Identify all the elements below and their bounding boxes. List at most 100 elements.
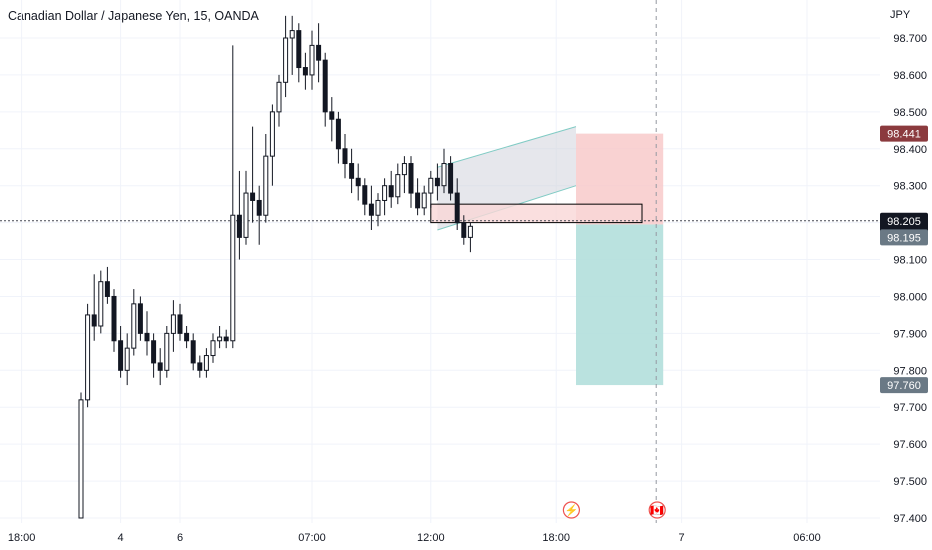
candle-body[interactable] [78, 399, 84, 519]
candle-body[interactable] [289, 30, 295, 39]
candle-body[interactable] [203, 355, 209, 371]
candle-body[interactable] [157, 362, 163, 371]
candle-body[interactable] [401, 163, 407, 176]
price-tag-label: 98.195 [887, 232, 921, 244]
y-tick-label: 98.700 [893, 33, 927, 45]
candle-body[interactable] [170, 314, 176, 334]
candle-body[interactable] [250, 192, 256, 201]
candle-body[interactable] [421, 192, 427, 209]
candle-body[interactable] [375, 199, 381, 216]
candle-body[interactable] [269, 111, 275, 157]
candle-body[interactable] [395, 174, 401, 198]
x-tick-label: 18:00 [8, 532, 36, 544]
candle-body[interactable] [151, 340, 157, 364]
candle-body[interactable] [448, 163, 454, 194]
candle-body[interactable] [408, 163, 414, 194]
candle-body[interactable] [342, 148, 348, 165]
y-tick-label: 98.300 [893, 181, 927, 193]
x-tick-label: 06:00 [793, 532, 821, 544]
time-axis[interactable] [0, 523, 880, 550]
price-tag-label: 98.205 [887, 216, 921, 228]
y-tick-label: 98.500 [893, 107, 927, 119]
candle-body[interactable] [223, 336, 229, 342]
candle-body[interactable] [349, 163, 355, 179]
candle-body[interactable] [335, 118, 341, 150]
candle-body[interactable] [467, 225, 473, 238]
price-tag [880, 377, 928, 394]
candle-body[interactable] [309, 44, 315, 76]
candle-body[interactable] [296, 30, 302, 69]
candle-body[interactable] [210, 340, 216, 357]
candle-body[interactable] [461, 222, 467, 238]
candle-body[interactable] [415, 192, 421, 209]
price-axis[interactable] [880, 0, 932, 550]
y-tick-label: 97.700 [893, 402, 927, 414]
candle-body[interactable] [441, 163, 447, 187]
x-tick-label: 7 [679, 532, 685, 544]
candle-body[interactable] [111, 295, 117, 342]
y-tick-label: 98.400 [893, 144, 927, 156]
y-tick-label: 98.100 [893, 255, 927, 267]
currency-label: JPY [890, 9, 911, 21]
candle-body[interactable] [283, 37, 289, 83]
candle-body[interactable] [98, 281, 104, 327]
candle-body[interactable] [236, 214, 242, 238]
y-tick-label: 97.800 [893, 365, 927, 377]
lightning-icon-glyph: ⚡ [565, 504, 579, 517]
candle-body[interactable] [197, 362, 203, 371]
y-tick-label: 97.600 [893, 439, 927, 451]
price-tag-label: 98.441 [887, 129, 921, 141]
candle-body[interactable] [256, 199, 262, 216]
candle-body[interactable] [428, 177, 434, 194]
candle-body[interactable] [118, 340, 124, 371]
price-tag-label: 97.760 [887, 380, 921, 392]
flag-icon-glyph: 🇨🇦 [650, 504, 664, 517]
candle-body[interactable] [382, 185, 388, 201]
candle-body[interactable] [164, 332, 170, 371]
price-tag [880, 229, 928, 246]
candle-body[interactable] [124, 347, 130, 371]
candle-body[interactable] [276, 81, 282, 113]
candle-body[interactable] [184, 332, 190, 342]
x-tick-label: 07:00 [298, 532, 326, 544]
y-tick-label: 98.600 [893, 70, 927, 82]
candle-body[interactable] [243, 192, 249, 238]
y-tick-label: 97.500 [893, 476, 927, 488]
candle-body[interactable] [263, 155, 269, 216]
candle-body[interactable] [454, 192, 460, 224]
candle-body[interactable] [85, 314, 91, 401]
channel-upper-line[interactable] [437, 126, 577, 168]
flag-icon[interactable] [648, 501, 666, 519]
price-tag [880, 125, 928, 142]
y-tick-label: 97.400 [893, 513, 927, 525]
candle-body[interactable] [217, 336, 223, 342]
y-tick-label: 97.900 [893, 328, 927, 340]
candle-body[interactable] [91, 314, 97, 327]
x-tick-label: 6 [177, 532, 183, 544]
x-tick-label: 18:00 [542, 532, 570, 544]
candle-body[interactable] [137, 303, 143, 334]
candle-body[interactable] [322, 59, 328, 113]
candle-body[interactable] [230, 214, 236, 342]
candle-body[interactable] [355, 177, 361, 187]
candle-body[interactable] [434, 177, 440, 187]
support-rectangle[interactable] [430, 203, 643, 224]
take-profit-zone[interactable] [576, 224, 664, 386]
candle-body[interactable] [368, 203, 374, 216]
candle-body[interactable] [144, 332, 150, 342]
lightning-icon[interactable] [562, 501, 581, 519]
y-tick-label: 98.000 [893, 291, 927, 303]
candle-body[interactable] [104, 281, 110, 297]
x-tick-label: 4 [118, 532, 124, 544]
candle-body[interactable] [388, 185, 394, 198]
candle-body[interactable] [362, 185, 368, 205]
chart-title: Canadian Dollar / Japanese Yen, 15, OAND… [8, 9, 259, 23]
candle-body[interactable] [316, 44, 322, 61]
candle-body[interactable] [131, 303, 137, 349]
candle-body[interactable] [329, 111, 335, 120]
candle-body[interactable] [302, 67, 308, 76]
x-tick-label: 12:00 [417, 532, 445, 544]
candle-body[interactable] [190, 340, 196, 364]
candle-body[interactable] [177, 314, 183, 334]
